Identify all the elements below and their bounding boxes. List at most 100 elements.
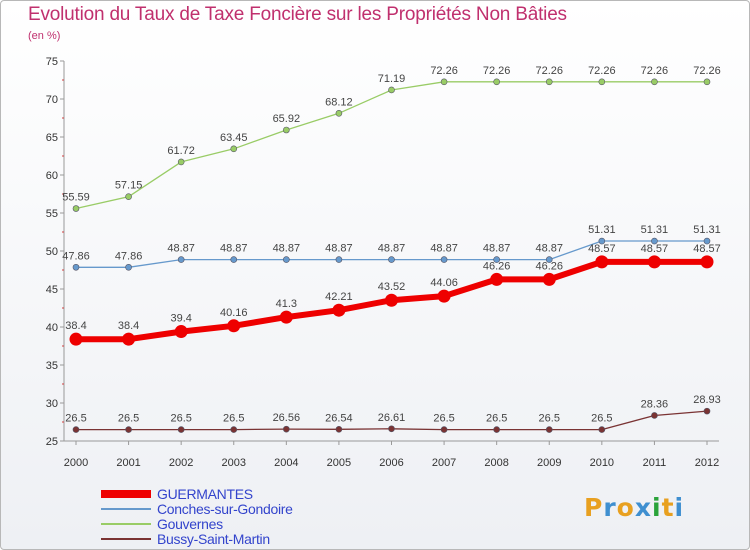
logo-letter: x [634,493,652,522]
data-point [72,263,80,271]
data-label: 28.93 [693,394,721,406]
data-label: 71.19 [378,73,406,85]
legend-item: Bussy-Saint-Martin [101,531,293,547]
data-point [125,263,132,271]
data-label: 26.5 [433,413,454,425]
data-point [545,256,553,263]
data-point [598,426,606,433]
data-point [72,205,80,212]
data-label: 42.21 [325,291,353,303]
data-point [177,158,185,166]
data-label: 63.45 [220,132,248,144]
data-point [122,332,136,346]
data-point [177,256,185,263]
data-point [490,272,504,286]
data-point [651,237,658,245]
chart-data-labels: 38.4 38.4 39.4 40.16 41.3 42.21 43.52 44.06 46.2… [62,65,721,425]
data-point [651,412,658,419]
data-point [388,425,395,433]
data-point [598,237,606,245]
data-point [230,426,238,433]
data-point [440,256,448,263]
y-tick-label: 25 [46,436,58,448]
data-point [283,256,290,263]
legend-item: Conches-sur-Gondoire [101,501,293,517]
x-tick-label: 2000 [64,457,88,469]
data-point [651,78,658,86]
data-point [545,426,553,433]
data-point [279,310,293,324]
y-tick-label: 65 [46,132,58,144]
data-label: 26.5 [539,413,560,425]
logo-letter: P [584,493,604,522]
y-tick-label: 55 [46,208,58,220]
data-point [437,289,451,303]
data-label: 48.87 [220,243,248,255]
data-label: 68.12 [325,96,353,108]
logo-letter: r [603,493,617,522]
data-label: 48.57 [588,243,616,255]
data-label: 26.5 [65,413,86,425]
y-tick-label: 45 [46,284,58,296]
data-label: 26.5 [170,413,191,425]
data-point [125,193,132,200]
y-tick-label: 60 [46,170,58,182]
x-tick-label: 2005 [327,457,351,469]
x-tick-label: 2007 [432,457,456,469]
data-label: 48.87 [430,243,458,255]
data-point [647,255,661,269]
logo-letter: i [674,493,685,522]
data-label: 43.52 [378,281,406,293]
y-tick-label: 50 [46,246,58,258]
data-label: 72.26 [588,65,616,77]
legend-swatch [101,522,151,525]
data-point [335,109,343,117]
data-label: 46.26 [483,260,511,272]
data-label: 38.4 [118,320,139,332]
data-point [335,425,343,433]
legend-item: Gouvernes [101,515,293,532]
data-point [703,237,711,245]
x-tick-label: 2006 [379,457,403,469]
y-tick-label: 35 [46,360,58,372]
x-tick-label: 2004 [274,457,298,469]
legend-label: GUERMANTES [157,485,253,502]
data-point [595,255,609,269]
logo-letter: i [652,493,662,522]
data-point [335,256,343,263]
data-label: 40.16 [220,307,248,319]
data-label: 26.5 [118,413,139,425]
data-label: 48.87 [325,243,353,255]
data-label: 46.26 [535,260,563,272]
data-label: 48.57 [641,243,669,255]
y-tick-label: 75 [46,56,58,68]
data-label: 26.5 [486,413,507,425]
x-tick-label: 2012 [695,457,719,469]
data-label: 39.4 [170,313,191,325]
data-point [174,325,188,339]
logo-letter: o [616,493,635,522]
data-label: 26.5 [591,413,612,425]
x-tick-label: 2009 [537,457,561,469]
data-label: 72.26 [430,65,458,77]
chart-title: Evolution du Taux de Taxe Foncière sur l… [28,4,567,25]
x-tick-label: 2001 [116,457,140,469]
y-tick-label: 70 [46,94,58,106]
data-label: 51.31 [588,224,616,236]
chart-legend: GUERMANTES Conches-sur-Gondoire Gouvernes B… [101,485,293,547]
data-point [493,426,500,433]
legend-label: Gouvernes [157,515,223,532]
data-label: 61.72 [167,145,195,157]
data-point [703,407,711,415]
data-point [440,426,448,433]
data-point [230,256,238,263]
data-point [332,303,346,317]
data-label: 72.26 [693,65,721,77]
x-tick-label: 2010 [590,457,614,469]
data-point [388,86,395,94]
data-point [598,78,606,86]
data-point [388,256,395,263]
x-tick-label: 2003 [222,457,246,469]
